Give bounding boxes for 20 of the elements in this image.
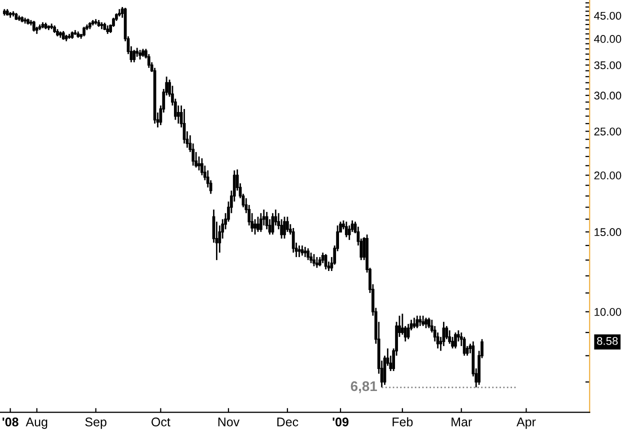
x-tick-label: '08	[2, 418, 18, 426]
y-tick-label: 30.00	[594, 92, 622, 100]
x-tick-label: Feb	[392, 417, 413, 426]
x-tick-label: Oct	[152, 418, 170, 426]
x-tick-label: Nov	[218, 418, 240, 426]
text: 8.58	[597, 337, 618, 345]
x-tick-label: Dec	[277, 418, 298, 426]
y-tick-label: 20.00	[594, 172, 622, 180]
x-tick-label: '09	[332, 418, 348, 426]
x-tick-label: Mar	[452, 418, 472, 426]
ref-line-label: 6,81	[350, 381, 377, 394]
y-tick-label: 10.00	[594, 308, 622, 316]
y-tick-label: 35.00	[594, 61, 622, 70]
y-tick-label: 40.00	[594, 35, 622, 43]
x-tick-label: Sep	[85, 418, 106, 429]
y-tick-label: 25.00	[594, 128, 622, 136]
x-tick-label: Apr	[516, 418, 536, 429]
y-tick-label: 15.00	[594, 228, 622, 236]
y-tick-label: 45.00	[594, 12, 622, 20]
x-tick-label: Aug	[26, 418, 48, 429]
